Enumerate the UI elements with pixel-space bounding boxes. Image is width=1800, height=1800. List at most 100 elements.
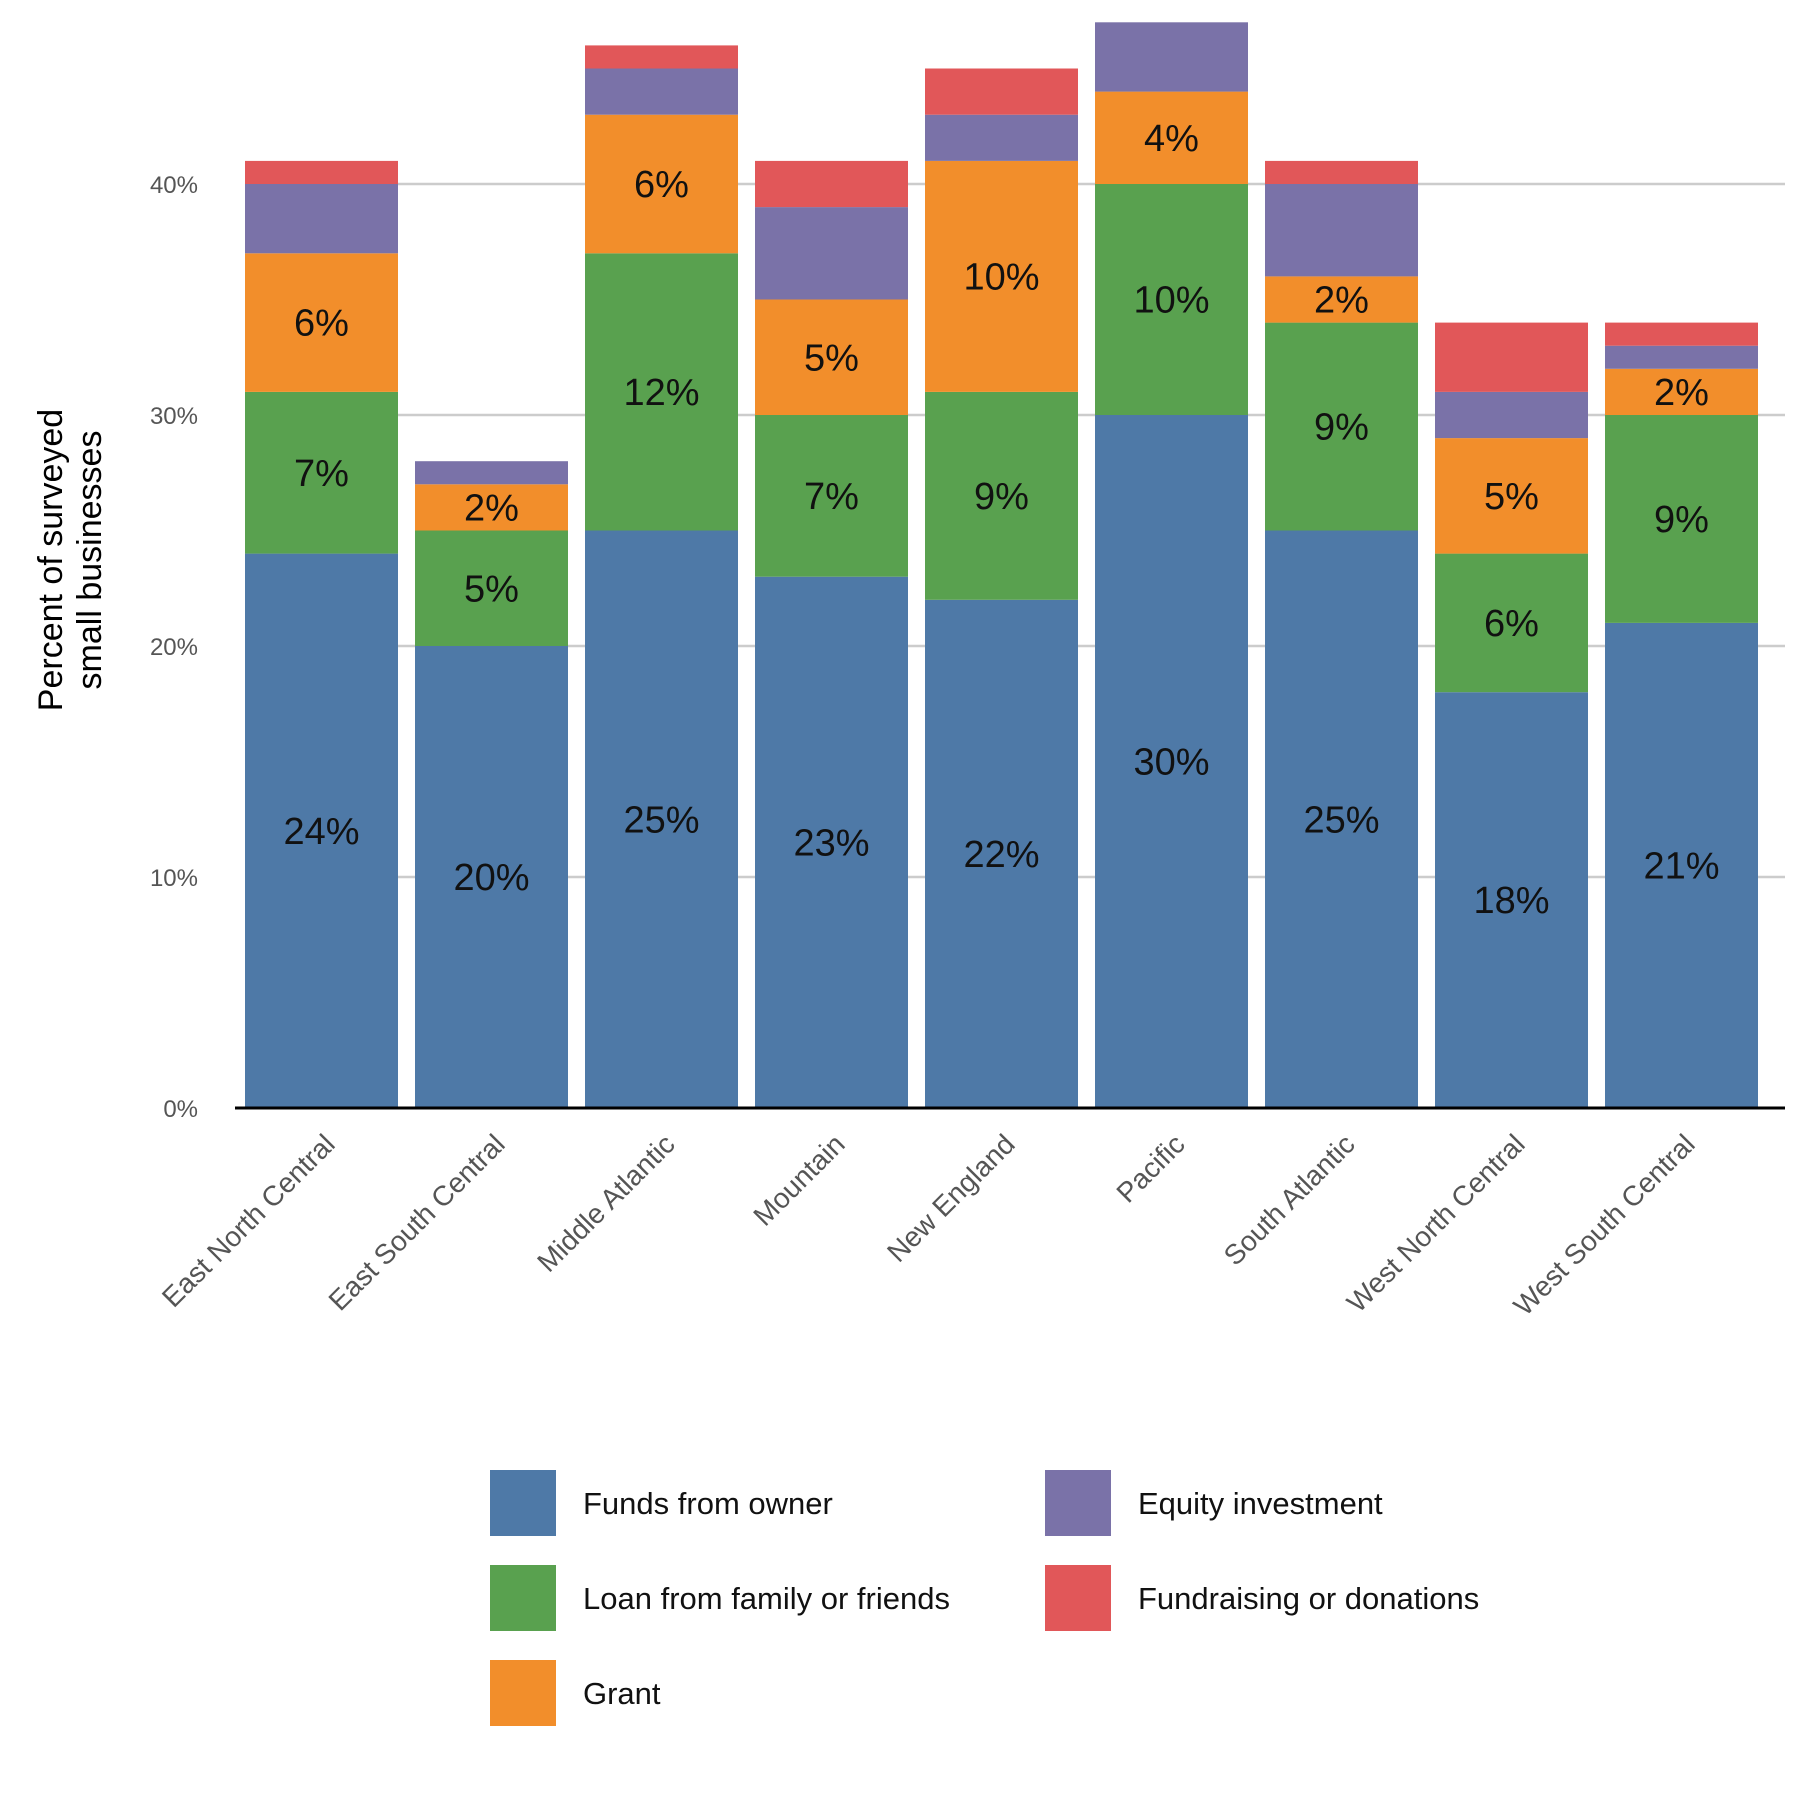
bar-funds-from-owner-south-atlantic — [1265, 530, 1418, 1108]
data-label-loan-from-family-or-friends: 9% — [1314, 407, 1369, 449]
bar-fundraising-or-donations-middle-atlantic — [585, 45, 738, 69]
data-label-funds-from-owner: 20% — [453, 857, 529, 899]
legend-swatch-fundraising-or-donations — [1045, 1565, 1111, 1631]
x-tick-label: Middle Atlantic — [531, 1128, 681, 1278]
data-label-loan-from-family-or-friends: 9% — [1654, 499, 1709, 541]
bar-fundraising-or-donations-west-north-central — [1435, 322, 1588, 392]
bar-funds-from-owner-east-south-central — [415, 646, 568, 1108]
bar-funds-from-owner-west-south-central — [1605, 622, 1758, 1108]
bar-fundraising-or-donations-mountain — [755, 160, 908, 208]
bar-equity-investment-west-north-central — [1435, 391, 1588, 439]
bar-equity-investment-east-north-central — [245, 184, 398, 254]
data-label-grant: 2% — [464, 487, 519, 529]
bar-loan-from-family-or-friends-west-south-central — [1605, 415, 1758, 623]
x-tick-label: West South Central — [1508, 1128, 1701, 1321]
bar-funds-from-owner-new-england — [925, 599, 1078, 1108]
bar-funds-from-owner-west-north-central — [1435, 692, 1588, 1108]
bar-loan-from-family-or-friends-new-england — [925, 391, 1078, 600]
legend: Funds from owner Loan from family or frie… — [490, 1470, 1479, 1726]
legend-swatch-equity-investment — [1045, 1470, 1111, 1536]
legend-label-grant: Grant — [583, 1676, 661, 1711]
bar-funds-from-owner-middle-atlantic — [585, 530, 738, 1108]
y-tick-label: 30% — [150, 403, 198, 430]
bar-loan-from-family-or-friends-east-north-central — [245, 391, 398, 554]
data-label-grant: 5% — [804, 337, 859, 379]
bar-equity-investment-west-south-central — [1605, 345, 1758, 369]
x-tick-label: New England — [881, 1128, 1021, 1268]
legend-swatch-loan-from-family-or-friends — [490, 1565, 556, 1631]
x-tick-label: East South Central — [323, 1128, 511, 1316]
bar-loan-from-family-or-friends-east-south-central — [415, 530, 568, 646]
legend-label-fundraising-or-donations: Fundraising or donations — [1138, 1581, 1479, 1616]
bar-equity-investment-south-atlantic — [1265, 184, 1418, 277]
bar-labels: 24% 7% 6% 20% 5% 2% 25% 12% 6% 23% 7% 5% 22% 9% 10% 30%… — [283, 118, 1719, 922]
legend-swatch-funds-from-owner — [490, 1470, 556, 1536]
bar-equity-investment-east-south-central — [415, 461, 568, 485]
x-tick-label: Pacific — [1111, 1128, 1191, 1208]
data-label-loan-from-family-or-friends: 7% — [804, 476, 859, 518]
bar-loan-from-family-or-friends-south-atlantic — [1265, 322, 1418, 531]
y-tick-label: 40% — [150, 172, 198, 199]
y-axis-title-line: small businesses — [71, 431, 109, 690]
y-axis-title: Percent of surveyedsmall businesses — [32, 409, 109, 711]
bar-funds-from-owner-east-north-central — [245, 553, 398, 1108]
x-tick-label: Mountain — [747, 1128, 850, 1231]
y-axis-title-line: Percent of surveyed — [32, 409, 70, 711]
bar-loan-from-family-or-friends-west-north-central — [1435, 553, 1588, 693]
bar-grant-pacific — [1095, 91, 1248, 184]
data-label-loan-from-family-or-friends: 9% — [974, 476, 1029, 518]
bar-grant-west-north-central — [1435, 438, 1588, 554]
bar-loan-from-family-or-friends-pacific — [1095, 184, 1248, 415]
bar-equity-investment-new-england — [925, 114, 1078, 161]
data-label-loan-from-family-or-friends: 6% — [1484, 603, 1539, 645]
data-label-grant: 2% — [1314, 280, 1369, 322]
x-tick-label: East North Central — [156, 1128, 341, 1313]
data-label-grant: 4% — [1144, 118, 1199, 160]
bar-fundraising-or-donations-east-north-central — [245, 160, 398, 184]
data-label-funds-from-owner: 25% — [623, 799, 699, 841]
data-label-loan-from-family-or-friends: 12% — [623, 372, 699, 414]
legend-label-funds-from-owner: Funds from owner — [583, 1486, 833, 1521]
data-label-funds-from-owner: 23% — [793, 822, 869, 864]
data-label-grant: 2% — [1654, 372, 1709, 414]
bar-funds-from-owner-mountain — [755, 576, 908, 1108]
bar-fundraising-or-donations-west-south-central — [1605, 322, 1758, 346]
bar-grant-east-south-central — [415, 484, 568, 531]
legend-swatch-grant — [490, 1660, 556, 1726]
data-label-grant: 5% — [1484, 476, 1539, 518]
x-tick-label: West North Central — [1341, 1128, 1531, 1318]
bar-grant-mountain — [755, 299, 908, 415]
data-label-grant: 6% — [294, 303, 349, 345]
legend-label-loan-from-family-or-friends: Loan from family or friends — [583, 1581, 950, 1616]
data-label-funds-from-owner: 18% — [1473, 880, 1549, 922]
bar-fundraising-or-donations-new-england — [925, 68, 1078, 115]
bar-equity-investment-pacific — [1095, 22, 1248, 92]
bar-fundraising-or-donations-south-atlantic — [1265, 160, 1418, 184]
data-label-funds-from-owner: 21% — [1643, 845, 1719, 887]
bar-grant-south-atlantic — [1265, 276, 1418, 323]
bar-equity-investment-middle-atlantic — [585, 68, 738, 115]
data-label-loan-from-family-or-friends: 10% — [1133, 280, 1209, 322]
data-label-loan-from-family-or-friends: 7% — [294, 453, 349, 495]
y-axis-ticks: 0% 10% 20% 30% 40% — [150, 172, 198, 1123]
bar-equity-investment-mountain — [755, 207, 908, 300]
bar-grant-middle-atlantic — [585, 114, 738, 254]
y-tick-label: 10% — [150, 865, 198, 892]
legend-label-equity-investment: Equity investment — [1138, 1486, 1383, 1521]
data-label-funds-from-owner: 24% — [283, 811, 359, 853]
data-label-grant: 6% — [634, 164, 689, 206]
data-label-funds-from-owner: 22% — [963, 834, 1039, 876]
y-tick-label: 20% — [150, 634, 198, 661]
data-label-loan-from-family-or-friends: 5% — [464, 568, 519, 610]
bar-grant-west-south-central — [1605, 368, 1758, 415]
bar-funds-from-owner-pacific — [1095, 415, 1248, 1108]
data-label-funds-from-owner: 30% — [1133, 742, 1209, 784]
bar-loan-from-family-or-friends-middle-atlantic — [585, 253, 738, 531]
y-tick-label: 0% — [163, 1096, 198, 1123]
x-tick-label: South Atlantic — [1218, 1128, 1361, 1271]
bar-grant-east-north-central — [245, 253, 398, 392]
bar-loan-from-family-or-friends-mountain — [755, 415, 908, 577]
